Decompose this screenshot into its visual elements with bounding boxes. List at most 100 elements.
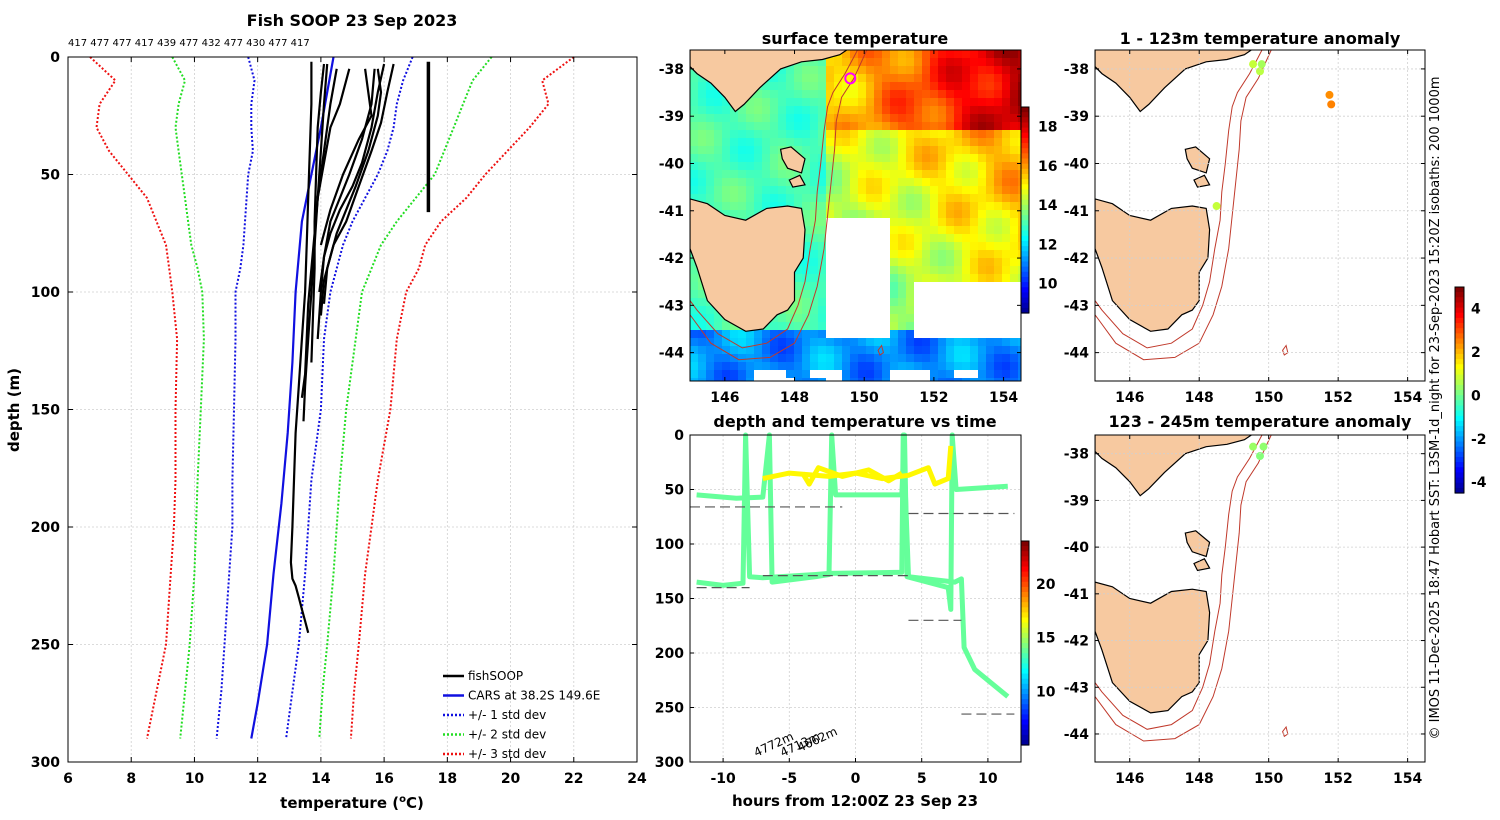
sst-cell xyxy=(810,146,818,154)
y-tick-label: -42 xyxy=(1064,634,1089,650)
colorbar-segment xyxy=(1455,292,1464,298)
sst-cell xyxy=(890,298,898,306)
sst-cell xyxy=(834,338,842,346)
sst-cell xyxy=(978,122,986,130)
sst-cell xyxy=(754,154,762,162)
sst-cell xyxy=(986,242,994,250)
sst-cell xyxy=(954,50,962,58)
sst-cell xyxy=(874,130,882,138)
sst-cell xyxy=(810,90,818,98)
sst-cell xyxy=(730,330,738,338)
sst-cell xyxy=(746,354,754,362)
sst-cell xyxy=(810,138,818,146)
sst-cell xyxy=(930,218,938,226)
sst-cell xyxy=(802,314,810,322)
sst-cell xyxy=(794,354,802,362)
sst-cell xyxy=(994,98,1002,106)
sst-cell xyxy=(810,314,818,322)
sst-cell xyxy=(1010,354,1018,362)
sst-cell xyxy=(906,74,914,82)
sst-cell xyxy=(810,106,818,114)
sst-cell xyxy=(978,138,986,146)
y-tick-label: 250 xyxy=(31,638,60,654)
sst-cell xyxy=(930,258,938,266)
sst-cell xyxy=(762,106,770,114)
sst-cell xyxy=(858,354,866,362)
sst-cell xyxy=(778,330,786,338)
y-tick-label: -43 xyxy=(659,298,684,314)
sst-cell xyxy=(946,82,954,90)
sst-cell xyxy=(818,290,826,298)
sst-cell xyxy=(962,98,970,106)
sst-cell xyxy=(914,202,922,210)
sst-cell xyxy=(818,186,826,194)
sst-cell xyxy=(938,378,946,381)
sst-cell xyxy=(842,66,850,74)
sst-cell xyxy=(874,66,882,74)
sst-cell xyxy=(970,98,978,106)
sst-cell xyxy=(690,266,698,274)
colorbar-segment xyxy=(1021,658,1029,664)
sst-cell xyxy=(890,90,898,98)
colorbar-segment xyxy=(1021,261,1029,268)
colorbar-segment xyxy=(1455,467,1464,473)
colorbar-segment xyxy=(1021,663,1029,670)
sst-cell xyxy=(722,362,730,370)
profile-panel: 6 8 10 12 14 16 18 20 22 24050100150200250300Fish… xyxy=(5,11,647,812)
anomaly-point xyxy=(1325,90,1334,99)
colorbar-segment xyxy=(1021,734,1029,741)
sst-cell xyxy=(994,218,1002,226)
sst-cell xyxy=(890,130,898,138)
sst-cell xyxy=(954,338,962,346)
sst-cell xyxy=(786,330,794,338)
sst-cell xyxy=(810,98,818,106)
sst-cell xyxy=(778,314,786,322)
sst-cell xyxy=(1018,58,1021,66)
x-tick-label: 6 xyxy=(63,771,73,787)
y-tick-label: -44 xyxy=(1064,346,1090,362)
sst-cell xyxy=(970,362,978,370)
sst-cell xyxy=(802,330,810,338)
sst-cell xyxy=(970,266,978,274)
sst-cell xyxy=(818,122,826,130)
sst-cell xyxy=(962,90,970,98)
sst-cell xyxy=(1002,98,1010,106)
sst-cell xyxy=(706,114,714,122)
sst-cell xyxy=(970,250,978,258)
fish-profile-line xyxy=(316,63,386,340)
sst-cell xyxy=(690,170,698,178)
sst-cell xyxy=(938,90,946,98)
sst-cell xyxy=(882,122,890,130)
sst-cell xyxy=(690,378,698,381)
sst-cell xyxy=(826,338,834,346)
colorbar-segment xyxy=(1021,653,1029,659)
series-d-line xyxy=(800,465,904,487)
sst-cell xyxy=(970,202,978,210)
sst-cell xyxy=(698,306,706,314)
colorbar-segment xyxy=(1455,364,1464,370)
sst-cell xyxy=(970,354,978,362)
sst-cell xyxy=(954,66,962,74)
sst-cell xyxy=(898,90,906,98)
sst-cell xyxy=(986,250,994,258)
sst-cell xyxy=(914,242,922,250)
sst-cell xyxy=(994,170,1002,178)
sst-cell xyxy=(730,338,738,346)
sst-cell xyxy=(914,194,922,202)
sst-cell xyxy=(714,186,722,194)
colorbar-segment xyxy=(1021,163,1029,170)
sst-cell xyxy=(890,314,898,322)
sst-cell xyxy=(962,58,970,66)
anomaly2-panel: 146 148 150 152 154-38-39-40-41-42-43-44123 … xyxy=(1064,412,1426,787)
sst-cell xyxy=(946,186,954,194)
colorbar-segment xyxy=(1455,441,1464,448)
sst-cell xyxy=(906,194,914,202)
sst-cell xyxy=(818,306,826,314)
sst-cell xyxy=(986,114,994,122)
colorbar-segment xyxy=(1021,617,1029,624)
colorbar-segment xyxy=(1021,158,1029,165)
sst-cell xyxy=(882,90,890,98)
sst-cell xyxy=(1002,258,1010,266)
sst-cell xyxy=(938,338,946,346)
colorbar-segment xyxy=(1021,576,1029,583)
